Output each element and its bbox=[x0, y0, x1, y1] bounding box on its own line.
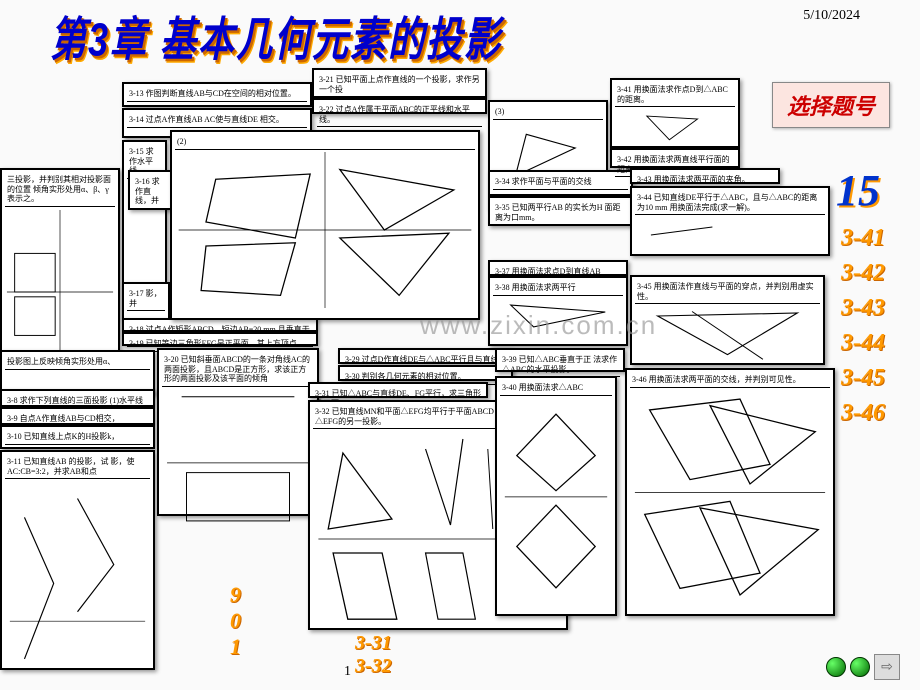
card-title: 3-22 过点A作属于平面ABC的正平线和水平线。 bbox=[317, 103, 482, 127]
card-title: (3) bbox=[493, 105, 603, 120]
side-link[interactable]: 3-41 bbox=[841, 225, 885, 252]
date-label: 5/10/2024 bbox=[803, 8, 860, 24]
problem-card[interactable]: 3-31 已知△ABC与直线DE、FG平行，求三角形的正面 bbox=[308, 382, 488, 398]
problem-card[interactable]: 3-13 作图判断直线AB与CD在空间的相对位置。 bbox=[122, 82, 312, 107]
problem-card[interactable]: 3-19 已知等边三角形EFG是正平面，其上方顶点 bbox=[122, 332, 318, 346]
problem-card[interactable]: 3-44 已知直线DE平行于△ABC，且与△ABC的距离为10 mm 用换面法完… bbox=[630, 186, 830, 256]
next-arrow-button[interactable]: ⇨ bbox=[874, 654, 900, 680]
card-title: 3-45 用换面法作直线与平面的穿点，并判别用虚实性。 bbox=[635, 280, 820, 304]
problem-card[interactable]: 3-37 用换面法求点D到直线AB bbox=[488, 260, 628, 276]
problem-card[interactable]: 3-35 已知两平行AB 的实长为H 面距离为口mm。 bbox=[488, 196, 633, 226]
card-title: 投影图上反映倾角实形处用α、 bbox=[5, 355, 150, 370]
problem-card[interactable]: 3-17 影，并 bbox=[122, 282, 170, 320]
card-title: 3-38 用换面法求两平行 bbox=[493, 281, 623, 296]
card-title: 3-41 用换面法求作点D到△ABC的距离。 bbox=[615, 83, 735, 107]
card-title: (2) bbox=[175, 135, 475, 150]
problem-card[interactable]: 3-34 求作平面与平面的交线 bbox=[488, 170, 633, 196]
problem-card[interactable]: 3-16 求作直线，并 bbox=[128, 170, 173, 210]
card-title: 3-11 已知直线AB 的投影，试 影，使AC:CB=3:2，并求AB和点 bbox=[5, 455, 150, 479]
card-title: 3-14 过点A作直线AB AC使与直线DE 相交。 bbox=[127, 113, 307, 128]
problem-card[interactable]: 3-20 已知斜垂面ABCD的一条对角线AC的两面投影，且ABCD是正方形，求该… bbox=[157, 348, 319, 516]
vert-num[interactable]: 0 bbox=[230, 608, 241, 634]
card-title: 3-21 已知平面上点作直线的一个投影，求作另一个投 bbox=[317, 73, 482, 97]
problem-card[interactable]: 3-9 自点A作直线AB与CD相交， bbox=[0, 407, 155, 425]
nav-sphere-2[interactable] bbox=[850, 657, 870, 677]
problem-card[interactable]: 3-45 用换面法作直线与平面的穿点，并判别用虚实性。 bbox=[630, 275, 825, 365]
vert-num[interactable]: 1 bbox=[230, 634, 241, 660]
bottom-link[interactable]: 3-31 bbox=[355, 632, 392, 655]
problem-card[interactable]: 3-10 已知直线上点K的H投影k， bbox=[0, 425, 155, 449]
select-header-box[interactable]: 选择题号 bbox=[772, 82, 890, 128]
side-link[interactable]: 3-42 bbox=[841, 260, 885, 287]
problem-card[interactable]: 3-22 过点A作属于平面ABC的正平线和水平线。 bbox=[312, 98, 487, 114]
problem-card[interactable]: 3-21 已知平面上点作直线的一个投影，求作另一个投 bbox=[312, 68, 487, 98]
problem-card[interactable]: 3-43 用换面法求两平面的夹角。 bbox=[630, 168, 780, 184]
nav-controls: ⇨ bbox=[826, 654, 900, 680]
card-title: 3-39 已知△ABC垂直于正 法求作△ABC的水平投影。 bbox=[500, 353, 620, 377]
card-title: 3-34 求作平面与平面的交线 bbox=[493, 175, 628, 190]
side-link[interactable]: 3-46 bbox=[841, 400, 885, 427]
problem-card[interactable]: 三投影，并判别其相对投影面的位置 倾角实形处用α、β、γ表示之。 bbox=[0, 168, 120, 368]
card-title: 3-20 已知斜垂面ABCD的一条对角线AC的两面投影，且ABCD是正方形，求该… bbox=[162, 353, 314, 387]
side-link[interactable]: 3-44 bbox=[841, 330, 885, 357]
card-title: 3-16 求作直线，并 bbox=[133, 175, 168, 209]
problem-card[interactable]: 3-18 过点A作矩形ABCD，短边AB=20 mm 且垂直于V面 bbox=[122, 318, 318, 332]
card-title: 3-44 已知直线DE平行于△ABC，且与△ABC的距离为10 mm 用换面法完… bbox=[635, 191, 825, 215]
problem-card[interactable]: (2) bbox=[170, 130, 480, 320]
problem-card[interactable]: 3-29 过点D作直线DE与△ABC平行且与直线FG交于点E bbox=[338, 348, 513, 364]
problem-card[interactable]: 3-8 求作下列直线的三面投影 (1)水平线AB从点A向右，向后 bbox=[0, 389, 155, 407]
side-link[interactable]: 3-45 bbox=[841, 365, 885, 392]
card-title: 3-46 用换面法求两平面的交线，并判别可见性。 bbox=[630, 373, 830, 388]
card-title: 3-35 已知两平行AB 的实长为H 面距离为口mm。 bbox=[493, 201, 628, 225]
nav-sphere-1[interactable] bbox=[826, 657, 846, 677]
card-title: 3-13 作图判断直线AB与CD在空间的相对位置。 bbox=[127, 87, 307, 102]
page-number: 1 bbox=[344, 664, 351, 680]
main-title: 第3章 基本几何元素的投影 bbox=[50, 2, 502, 70]
problem-card[interactable]: 3-30 判别各几何元素的相对位置。 bbox=[338, 365, 513, 381]
bottom-links: 3-313-32 bbox=[355, 632, 392, 678]
card-title: 3-17 影，并 bbox=[127, 287, 165, 311]
problem-card[interactable]: 3-42 用换面法求两直线平行面的距离 bbox=[610, 148, 740, 168]
problem-card[interactable]: 3-39 已知△ABC垂直于正 法求作△ABC的水平投影。 bbox=[495, 348, 625, 372]
problem-card[interactable]: 3-46 用换面法求两平面的交线，并判别可见性。 bbox=[625, 368, 835, 616]
card-title: 3-10 已知直线上点K的H投影k， bbox=[5, 430, 150, 445]
problem-card[interactable]: 3-40 用换面法求△ABC bbox=[495, 376, 617, 616]
problem-card[interactable]: 3-41 用换面法求作点D到△ABC的距离。 bbox=[610, 78, 740, 148]
vert-num[interactable]: 9 bbox=[230, 582, 241, 608]
problem-card[interactable]: 3-11 已知直线AB 的投影，试 影，使AC:CB=3:2，并求AB和点 bbox=[0, 450, 155, 670]
side-link-list: 3-41 3-42 3-43 3-44 3-45 3-46 bbox=[841, 225, 885, 427]
card-title: 3-40 用换面法求△ABC bbox=[500, 381, 612, 396]
card-title: 三投影，并判别其相对投影面的位置 倾角实形处用α、β、γ表示之。 bbox=[5, 173, 115, 207]
bottom-link[interactable]: 3-32 bbox=[355, 655, 392, 678]
side-link[interactable]: 3-43 bbox=[841, 295, 885, 322]
problem-card[interactable]: 3-38 用换面法求两平行 bbox=[488, 276, 628, 346]
vertical-numbers: 901 bbox=[230, 582, 241, 660]
big-number: 15 bbox=[836, 165, 880, 216]
